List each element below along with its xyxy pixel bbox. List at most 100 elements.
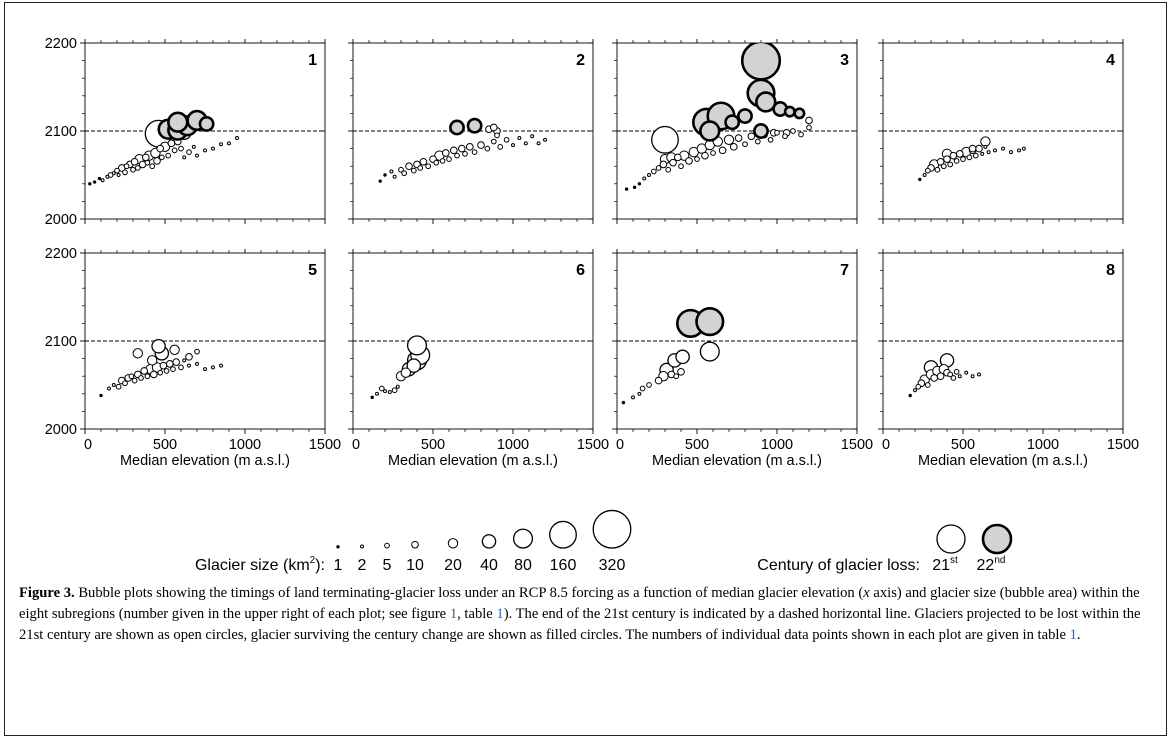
data-point-open [111,383,116,387]
caption-figure-link[interactable]: 1 [449,606,458,622]
data-point-open [128,373,135,380]
data-point-open [632,185,637,190]
data-point-open [1017,148,1021,153]
data-point-open [370,395,374,400]
data-point-filled [753,123,769,139]
data-point-open [943,155,951,163]
data-point-open [111,171,116,176]
data-point-filled [793,107,806,120]
data-point-open [107,386,111,391]
century-legend: Century of glacier loss: 21st 22nd [757,523,1013,574]
x-tick-label: 1500 [841,437,873,453]
x-tick-label: 1000 [1027,437,1059,453]
x-tick-label: 500 [421,437,445,453]
data-point-open [387,390,392,395]
data-point-open [194,348,200,355]
data-point-filled [783,105,796,118]
data-point-open [1009,150,1013,155]
data-point-open [185,353,193,361]
data-point-open [115,383,122,390]
data-point-open [153,157,161,165]
data-point-filled [755,91,777,113]
data-point-open [178,364,184,371]
x-tick-label: 0 [882,437,890,453]
data-point-open [908,393,912,398]
data-point-open [490,138,497,145]
data-point-open [621,400,626,405]
size-legend-marker [549,520,577,549]
data-point-open [462,151,468,157]
x-axis-label: Median elevation (m a.s.l.) [388,453,558,469]
data-point-open [156,144,165,153]
data-point-open [651,125,679,154]
data-point-open [723,134,735,145]
data-point-open [503,136,510,143]
data-point-open [484,145,491,152]
data-point-open [169,344,180,355]
data-point-open [182,155,187,160]
size-legend: Glacier size (km2): 1 2 5 10 20 40 80 160 320 [195,509,632,574]
caption-text-5: . [1076,627,1081,643]
data-point-open [211,146,215,151]
data-point-open [637,391,642,396]
data-point-open [163,368,170,374]
data-point-open [685,157,693,165]
data-point-open [677,367,685,376]
panel-number: 8 [1106,262,1115,279]
x-tick-label: 500 [951,437,975,453]
data-point-open [673,373,680,380]
data-point-open [511,143,515,148]
data-point-open [966,154,973,161]
data-point-open [947,161,954,168]
data-point-open [471,149,478,155]
data-point-open [97,176,102,181]
data-point-open [675,349,690,365]
data-point-open [400,367,411,378]
data-point-filled [740,43,782,81]
data-point-open [930,374,939,382]
data-point-open [159,361,168,370]
caption-text-2: axis) and glacier size (bubble area) wit… [19,585,1140,622]
data-point-open [543,137,547,142]
panel-number: 1 [308,52,317,69]
markers [624,43,813,191]
data-point-open [953,368,960,375]
data-point-open [138,375,144,381]
data-point-open [1021,146,1026,151]
data-point-open [171,147,178,154]
data-point-open [734,134,743,142]
data-point-open [955,150,964,158]
caption-table-link-2[interactable]: 1 [1069,627,1077,643]
x-tick-label: 1000 [229,437,261,453]
size-legend-value: 1 [334,557,343,574]
data-point-open [157,369,164,376]
size-legend-marker [360,544,364,549]
x-tick-label: 1500 [1107,437,1139,453]
data-point-open [141,153,150,162]
data-point-open [637,182,642,186]
data-point-open [523,141,528,146]
data-point-open [767,136,774,143]
data-point-open [203,367,207,372]
data-point-open [401,170,408,177]
data-point-open [172,358,181,366]
data-point-open [678,163,684,170]
y-tick-label: 2200 [45,246,77,262]
data-point-open [694,156,700,163]
markers [918,136,1026,182]
caption-table-link-1[interactable]: 1 [496,606,504,622]
data-point-open [151,338,166,354]
data-point-open [383,389,387,394]
data-point-open [211,365,215,370]
data-point-open [517,136,522,141]
data-point-open [718,146,727,155]
data-point-filled [466,117,483,134]
size-legend-marker [384,542,390,549]
data-point-open [936,157,945,166]
data-point-open [798,131,804,138]
x-tick-label: 500 [153,437,177,453]
century-legend-entry: 21st [932,555,958,574]
data-point-open [934,166,941,173]
century-legend-entry: 22nd [977,555,1006,574]
data-point-open [186,149,192,155]
